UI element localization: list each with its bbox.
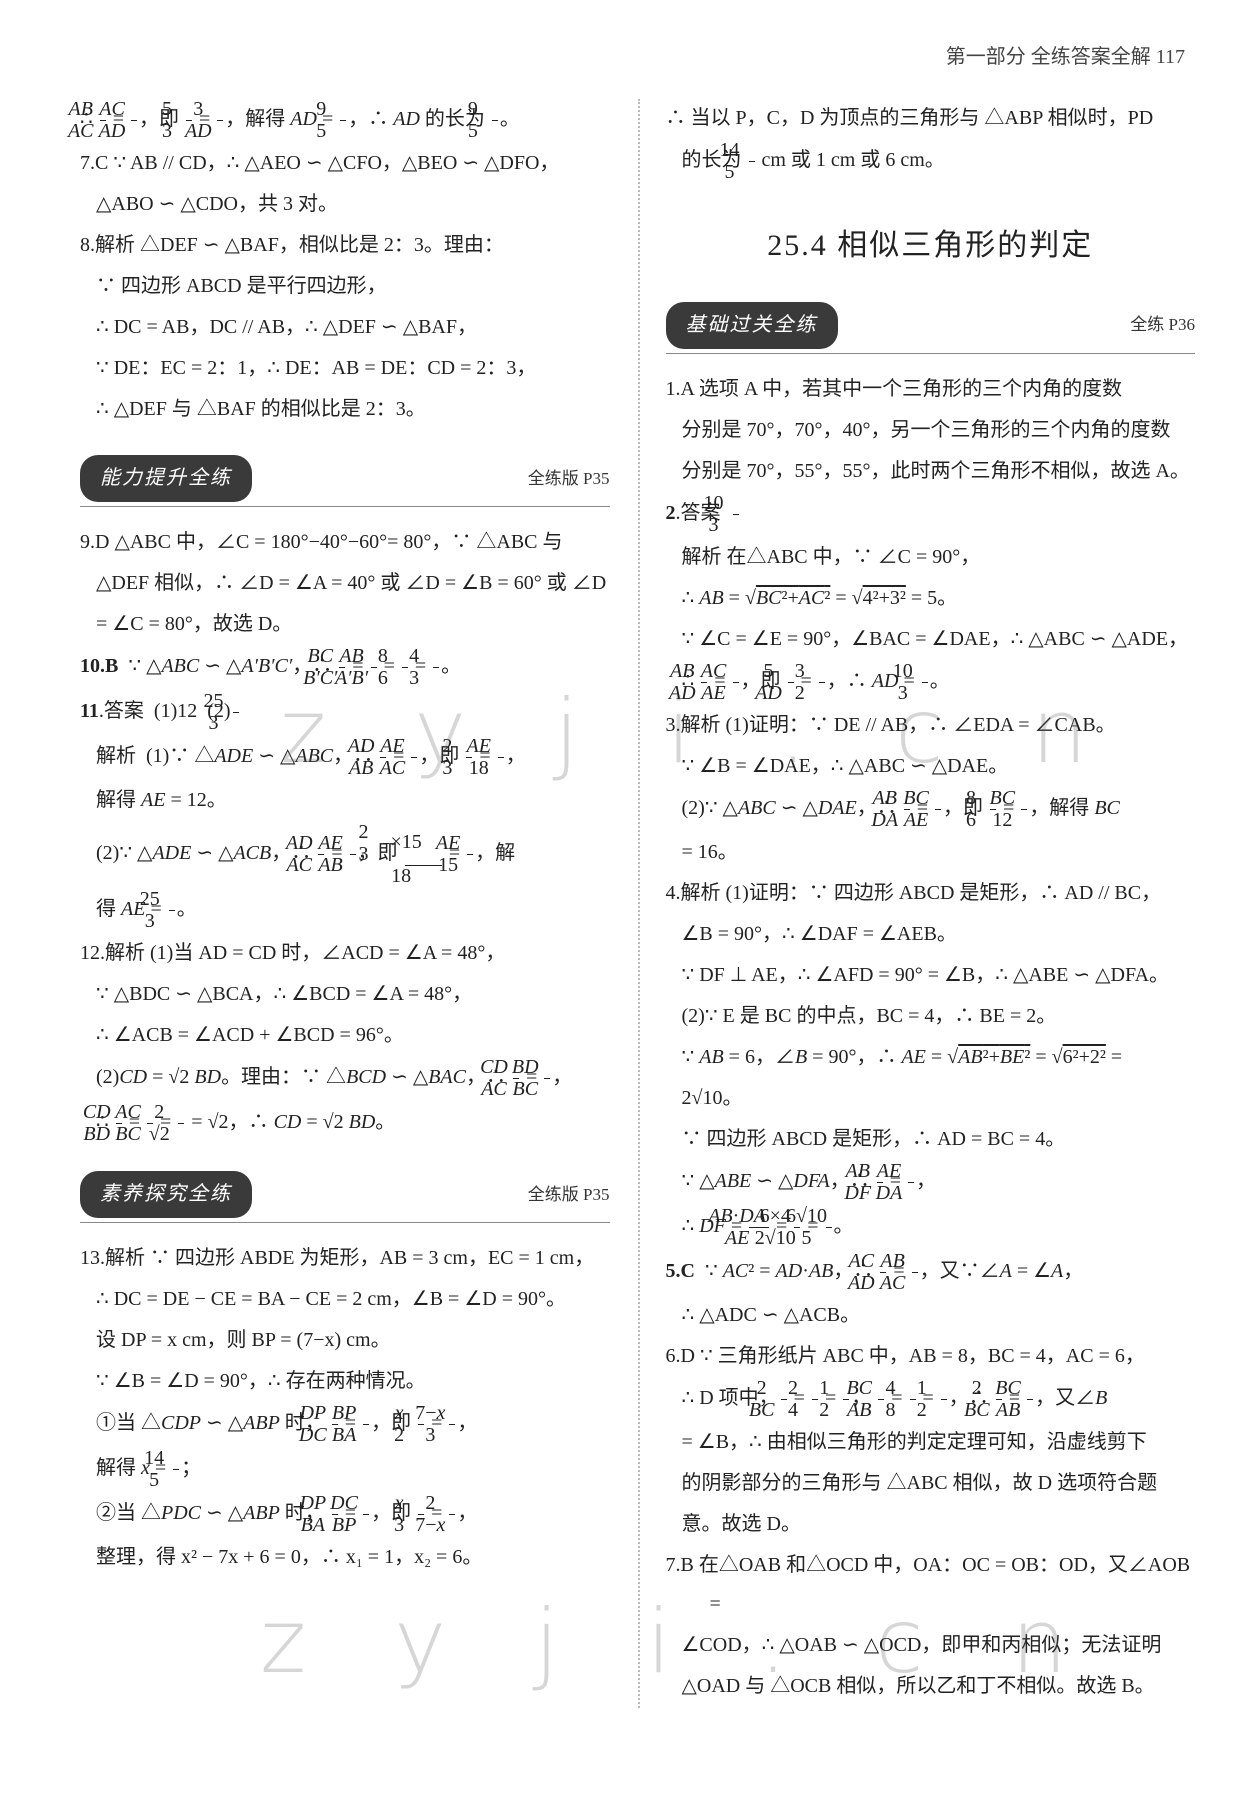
text-line: ∵ DF ⊥ AE，∴ ∠AFD = 90° = ∠B，∴ △ABE ∽ △DF… (666, 956, 1196, 995)
text-line: 7.C ∵ AB // CD，∴ △AEO ∽ △CFO，△BEO ∽ △DFO… (80, 144, 610, 183)
text-line: 13.解析 ∵ 四边形 ABDE 为矩形，AB = 3 cm，EC = 1 cm… (80, 1239, 610, 1278)
text-line: ∴ ABAD = ACAE，即 5AD = 32，∴ AD = 103。 (666, 661, 1196, 704)
text-line: ∵ ∠B = ∠DAE，∴ △ABC ∽ △DAE。 (666, 747, 1196, 786)
text-line: ∴ AB = √BC²+AC² = √4²+3² = 5。 (666, 579, 1196, 618)
text-line: ∠B = 90°，∴ ∠DAF = ∠AEB。 (666, 915, 1196, 954)
text-line: 的长为 145 cm 或 1 cm 或 6 cm。 (666, 140, 1196, 183)
text-line: ∵ 四边形 ABCD 是矩形，∴ AD = BC = 4。 (666, 1120, 1196, 1159)
text-line: 意。故选 D。 (666, 1505, 1196, 1544)
section-divider-r1: 基础过关全练 全练 P36 (666, 302, 1196, 354)
text-line: ∵ DE：EC = 2：1，∴ DE：AB = DE：CD = 2：3， (80, 349, 610, 388)
chapter-title: 25.4 相似三角形的判定 (666, 217, 1196, 276)
left-column: ∴ ABAC = ACAD，即 53 = 3AD，解得 AD = 95，∴ AD… (80, 99, 638, 1708)
text-line: ∴ D 项中，2BC = 24 = 12， BCAB = 48 = 12，∴ 2… (666, 1378, 1196, 1421)
two-column-layout: ∴ ABAC = ACAD，即 53 = 3AD，解得 AD = 95，∴ AD… (80, 99, 1195, 1708)
text-line: ∴ ∠ACB = ∠ACD + ∠BCD = 96°。 (80, 1016, 610, 1055)
text-line: ∴ CDBD = ACBC = 2√2 = √2，∴ CD = √2 BD。 (80, 1102, 610, 1145)
text-line: ∴ △ADC ∽ △ACB。 (666, 1296, 1196, 1335)
text-line: 5.C ∵ AC² = AD·AB，∴ ACAD = ABAC，又∵∠A = ∠… (666, 1251, 1196, 1294)
text-line: 分别是 70°，70°，40°，另一个三角形的三个内角的度数 (666, 411, 1196, 450)
text-line: (2)∵ △ADE ∽ △ACB，∴ ADAC = AEAB，即 23×1518… (80, 822, 610, 887)
text-line: 得 AE = 253。 (80, 889, 610, 932)
text-line: ①当 △CDP ∽ △ABP 时， DPDC = BPBA，即 x2 = 7−x… (80, 1403, 610, 1446)
text-line: ②当 △PDC ∽ △ABP 时， DPBA = DCBP，即 x3 = 27−… (80, 1493, 610, 1536)
text-line: = 16。 (666, 833, 1196, 872)
text-line: 11.答案 (1)12 (2)253 (80, 691, 610, 734)
section-page-ref: 全练版 P35 (528, 462, 610, 495)
section-title-pill: 能力提升全练 (80, 455, 252, 502)
text-line: ∴ DC = DE − CE = BA − CE = 2 cm，∠B = ∠D … (80, 1280, 610, 1319)
text-line: 分别是 70°，55°，55°，此时两个三角形不相似，故选 A。 (666, 452, 1196, 491)
section-title-pill: 基础过关全练 (666, 302, 838, 349)
text-line: △OAD 与 △OCB 相似，所以乙和丁不相似。故选 B。 (666, 1667, 1196, 1706)
text-line: 12.解析 (1)当 AD = CD 时，∠ACD = ∠A = 48°， (80, 934, 610, 973)
text-line: = ∠C = 80°，故选 D。 (80, 605, 610, 644)
text-line: 9.D △ABC 中，∠C = 180°−40°−60°= 80°，∵ △ABC… (80, 523, 610, 562)
text-line: 解得 AE = 12。 (80, 781, 610, 820)
text-line: ∵ 四边形 ABCD 是平行四边形， (80, 267, 610, 306)
text-line: (2)CD = √2 BD。理由：∵ △BCD ∽ △BAC，∴ CDAC = … (80, 1057, 610, 1100)
text-line: ∠COD，∴ △OAB ∽ △OCD，即甲和丙相似；无法证明 (666, 1626, 1196, 1665)
text-line: ∵ ∠C = ∠E = 90°，∠BAC = ∠DAE，∴ △ABC ∽ △AD… (666, 620, 1196, 659)
text-line: ∴ 当以 P，C，D 为顶点的三角形与 △ABP 相似时，PD (666, 99, 1196, 138)
text-line: 设 DP = x cm，则 BP = (7−x) cm。 (80, 1321, 610, 1360)
text-line: △DEF 相似，∴ ∠D = ∠A = 40° 或 ∠D = ∠B = 60° … (80, 564, 610, 603)
text-line: ∵ ∠B = ∠D = 90°，∴ 存在两种情况。 (80, 1362, 610, 1401)
text-line: 2√10。 (666, 1079, 1196, 1118)
text-line: ∵ △BDC ∽ △BCA，∴ ∠BCD = ∠A = 48°， (80, 975, 610, 1014)
text-line: 6.D ∵ 三角形纸片 ABC 中，AB = 8，BC = 4，AC = 6， (666, 1337, 1196, 1376)
text-line: ∴ DF = AB·DAAE = 6×42√10 = 6√105。 (666, 1206, 1196, 1249)
text-line: 整理，得 x² − 7x + 6 = 0，∴ x₁ = 1，x₂ = 6。 (80, 1538, 610, 1577)
text-line: 2.答案 103 (666, 493, 1196, 536)
section-page-ref: 全练 P36 (1130, 308, 1195, 341)
column-divider (638, 99, 640, 1708)
text-line: 的阴影部分的三角形与 △ABC 相似，故 D 选项符合题 (666, 1464, 1196, 1503)
text-line: △ABO ∽ △CDO，共 3 对。 (80, 185, 610, 224)
text-line: ∴ △DEF 与 △BAF 的相似比是 2：3。 (80, 390, 610, 429)
section-page-ref: 全练版 P35 (528, 1178, 610, 1211)
text-line: = ∠B，∴ 由相似三角形的判定定理可知，沿虚线剪下 (666, 1423, 1196, 1462)
text-line: 解析 (1)∵ △ADE ∽ △ABC，∴ ADAB = AEAC，即 23 =… (80, 736, 610, 779)
section-title-pill: 素养探究全练 (80, 1171, 252, 1218)
text-line: (2)∵ E 是 BC 的中点，BC = 4，∴ BE = 2。 (666, 997, 1196, 1036)
text-line: (2)∵ △ABC ∽ △DAE，∴ ABDA = BCAE，即 86 = BC… (666, 788, 1196, 831)
text-line: ∴ ABAC = ACAD，即 53 = 3AD，解得 AD = 95，∴ AD… (80, 99, 610, 142)
section-divider-1: 能力提升全练 全练版 P35 (80, 455, 610, 507)
text-line: 解得 x = 145； (80, 1448, 610, 1491)
right-column: ∴ 当以 P，C，D 为顶点的三角形与 △ABP 相似时，PD 的长为 145 … (638, 99, 1196, 1708)
text-line: 10.B ∵ △ABC ∽ △A′B′C′，∴ BCB′C′ = ABA′B′ … (80, 646, 610, 689)
text-line: 3.解析 (1)证明：∵ DE // AB，∴ ∠EDA = ∠CAB。 (666, 706, 1196, 745)
text-line: ∴ DC = AB，DC // AB，∴ △DEF ∽ △BAF， (80, 308, 610, 347)
text-line: 1.A 选项 A 中，若其中一个三角形的三个内角的度数 (666, 370, 1196, 409)
text-line: 8.解析 △DEF ∽ △BAF，相似比是 2：3。理由： (80, 226, 610, 265)
section-divider-2: 素养探究全练 全练版 P35 (80, 1171, 610, 1223)
text-line: 7.B 在△OAB 和△OCD 中，OA：OC = OB：OD，又∠AOB = (666, 1546, 1196, 1624)
text-line: 4.解析 (1)证明：∵ 四边形 ABCD 是矩形，∴ AD // BC， (666, 874, 1196, 913)
text-line: 解析 在△ABC 中，∵ ∠C = 90°， (666, 538, 1196, 577)
text-line: ∵ △ABE ∽ △DFA，∴ ABDF = AEDA， (666, 1161, 1196, 1204)
page-header: 第一部分 全练答案全解 117 (80, 40, 1195, 69)
text-line: ∵ AB = 6，∠B = 90°，∴ AE = √AB²+BE² = √6²+… (666, 1038, 1196, 1077)
